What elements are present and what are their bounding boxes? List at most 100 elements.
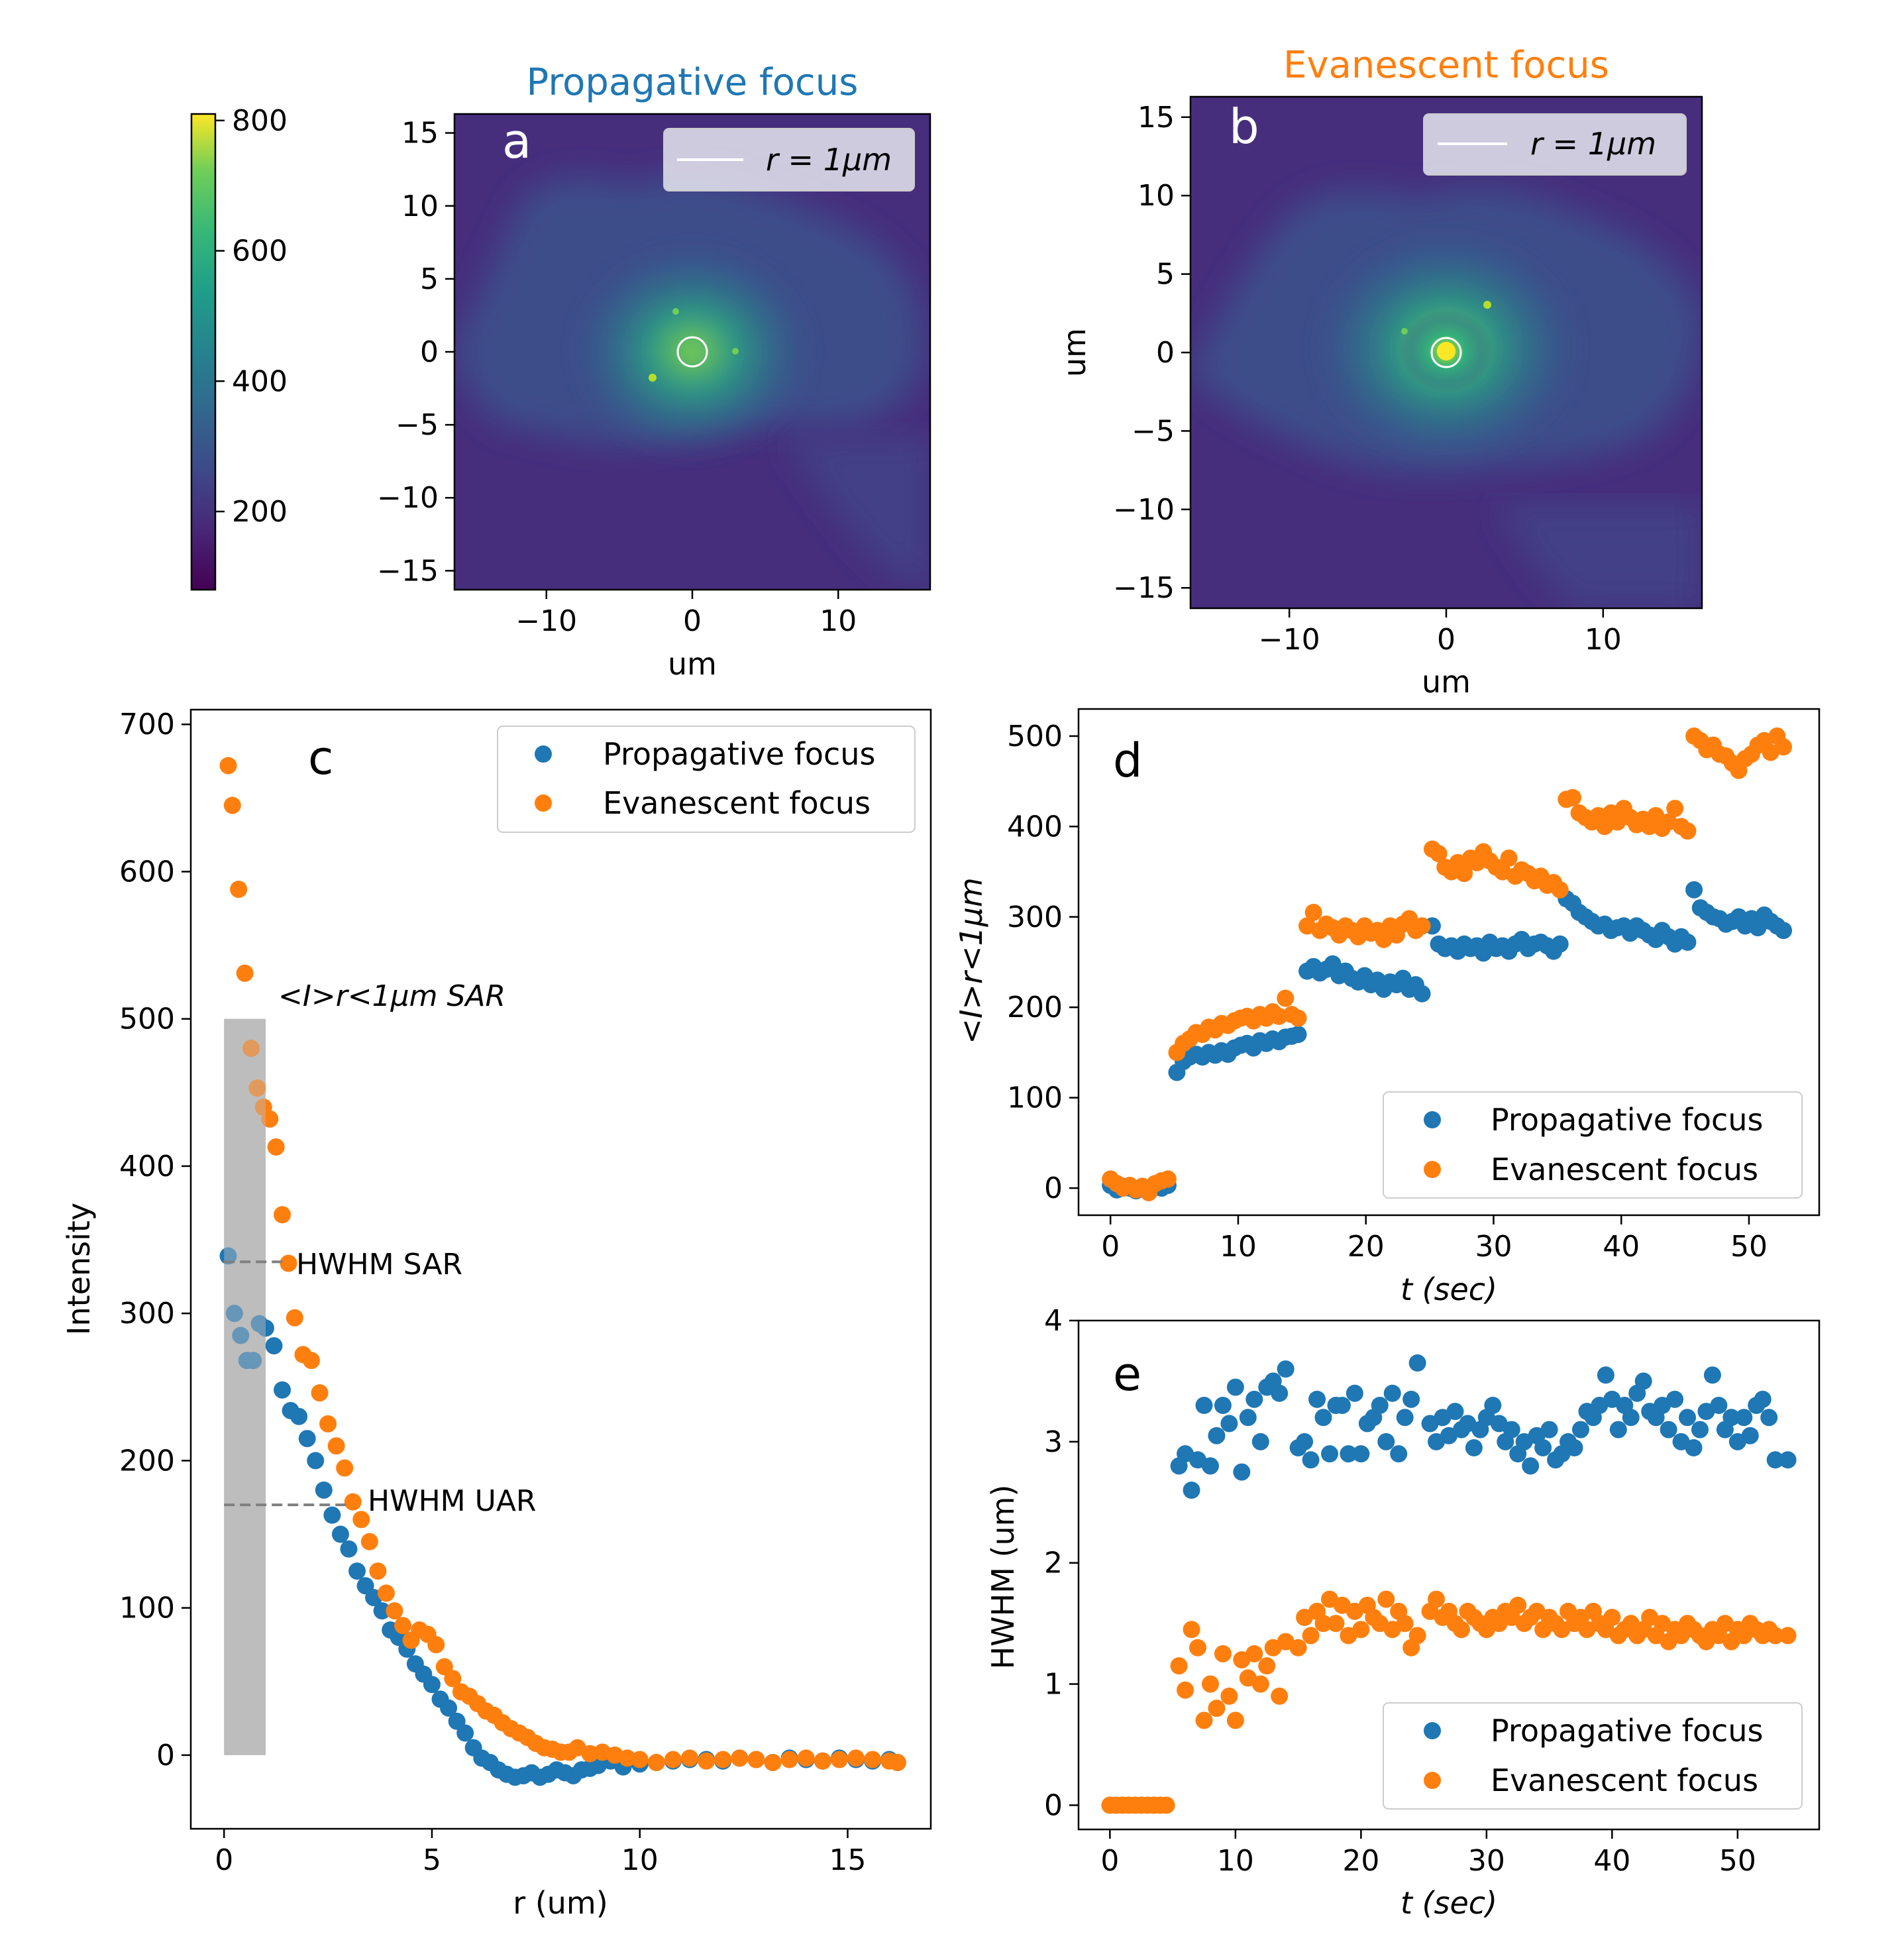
propagative-point [1465,1439,1483,1456]
evanescent-point [797,1749,815,1767]
propagative-point [1289,1026,1307,1044]
panel-e-ytick-label: 0 [1044,1788,1063,1822]
colorbar-tick-label: 600 [232,235,288,268]
panel-a-ytick-label: 15 [401,117,439,150]
propagative-point [1296,1433,1314,1450]
evanescent-point [1452,1621,1470,1639]
propagative-point [1597,1366,1614,1384]
evanescent-point [1413,917,1431,935]
propagative-point [1377,1433,1395,1450]
panel-a-ytick-label: 10 [401,190,439,223]
evanescent-point [1766,1627,1784,1645]
propagative-point [1779,1451,1797,1469]
propagative-point [1722,1409,1740,1427]
panel-c-hwhm-guides [224,1018,349,1755]
panel-b-letter: b [1229,99,1259,154]
evanescent-point [1779,1627,1797,1645]
panel-b-axes: −10 0 10 15 10 5 0 −5 −10 −15 [1113,101,1622,657]
propagative-point [1484,1397,1502,1414]
evanescent-point [223,796,241,814]
panel-d-xtick-label: 30 [1475,1230,1512,1264]
propagative-point [456,1724,474,1742]
propagative-point [1679,1409,1697,1427]
propagative-point [1214,1397,1232,1414]
evanescent-point [302,1352,320,1370]
evanescent-point [747,1751,765,1768]
panel-c-xtick-label: 0 [215,1843,233,1877]
propagative-point [1352,1445,1370,1463]
panel-b-xtick-label: −10 [1259,623,1320,657]
propagative-point [1703,1366,1721,1384]
panel-e-ytick-label: 3 [1044,1425,1063,1459]
propagative-point [1233,1463,1251,1481]
panel-e-legend-label-evanescent: Evanescent focus [1491,1763,1758,1798]
evanescent-point [888,1753,906,1771]
evanescent-point [1271,1687,1289,1705]
propagative-point [298,1430,316,1448]
panel-a-xtick-label: 0 [683,604,702,638]
propagative-point [1503,1421,1520,1438]
propagative-point [323,1506,341,1524]
evanescent-point [1430,845,1448,863]
panel-d-xlabel: t (sec) [1401,1272,1497,1307]
panel-e-ylabel: HWHM (um) [985,1485,1021,1670]
propagative-point [1754,1390,1772,1408]
evanescent-point [647,1753,665,1771]
panel-c-ytick-label: 500 [119,1003,175,1036]
evanescent-point [1377,1590,1395,1608]
evanescent-point [1270,1007,1288,1025]
propagative-point [1245,1390,1263,1408]
evanescent-point [1189,1639,1207,1656]
propagative-point [1660,1421,1677,1438]
panel-e-xtick-label: 20 [1342,1844,1379,1878]
colorbar-tick-label: 800 [232,104,288,138]
panel-e-ytick-label: 1 [1044,1668,1063,1702]
panel-c-frame [189,708,932,1830]
colorbar: 200 400 600 800 [190,104,288,591]
panel-c-points [219,757,906,1786]
propagative-point [1741,1427,1759,1444]
panel-b-ytick-label: −10 [1113,493,1175,527]
evanescent-point [1314,1615,1332,1633]
panel-b-xtick-label: 10 [1585,623,1622,657]
panel-e-frame [1077,1319,1821,1831]
evanescent-point [1455,865,1473,883]
propagative-point [1371,1397,1389,1414]
colorbar-ticks: 200 400 600 800 [215,104,288,529]
evanescent-point [267,1138,285,1156]
evanescent-point [631,1751,649,1768]
evanescent-point [394,1617,412,1635]
panel-a-ytick-label: 0 [420,335,439,369]
propagative-point [1571,1421,1589,1438]
evanescent-point [1201,1675,1219,1693]
panel-a-letter: a [502,113,531,169]
propagative-point [1446,1403,1464,1421]
evanescent-point [1551,881,1569,898]
panel-d-ytick-label: 400 [1007,810,1063,843]
panel-d-letter: d [1113,733,1142,788]
propagative-point [1622,1409,1640,1427]
panel-b-ytick-label: −5 [1132,414,1175,448]
evanescent-point [286,1309,303,1327]
panel-b-ytick-label: 5 [1156,258,1175,292]
propagative-point [331,1525,349,1543]
evanescent-point [1679,822,1697,840]
panel-e-letter: e [1113,1347,1141,1401]
evanescent-point [618,1749,636,1767]
evanescent-point [236,964,254,982]
propagative-point [1679,933,1697,951]
propagative-point [1226,1378,1244,1396]
evanescent-point [1277,989,1295,1007]
panel-d-legend-marker-evanescent [1424,1161,1441,1178]
panel-c-legend: Propagative focus Evanescent focus [497,726,916,833]
propagative-point [1239,1409,1257,1427]
evanescent-point [1214,1645,1232,1662]
panel-c-axes: 0 5 10 15 0 100 200 300 400 500 600 700 [119,708,866,1877]
panel-c-xtick-label: 5 [423,1843,441,1877]
panel-e-xtick-label: 40 [1593,1844,1630,1878]
panel-b-ylabel: um [1057,328,1092,377]
propagative-point [348,1562,366,1580]
panel-c: 0 5 10 15 0 100 200 300 400 500 600 700 c <I>r<1μm … [61,708,932,1921]
